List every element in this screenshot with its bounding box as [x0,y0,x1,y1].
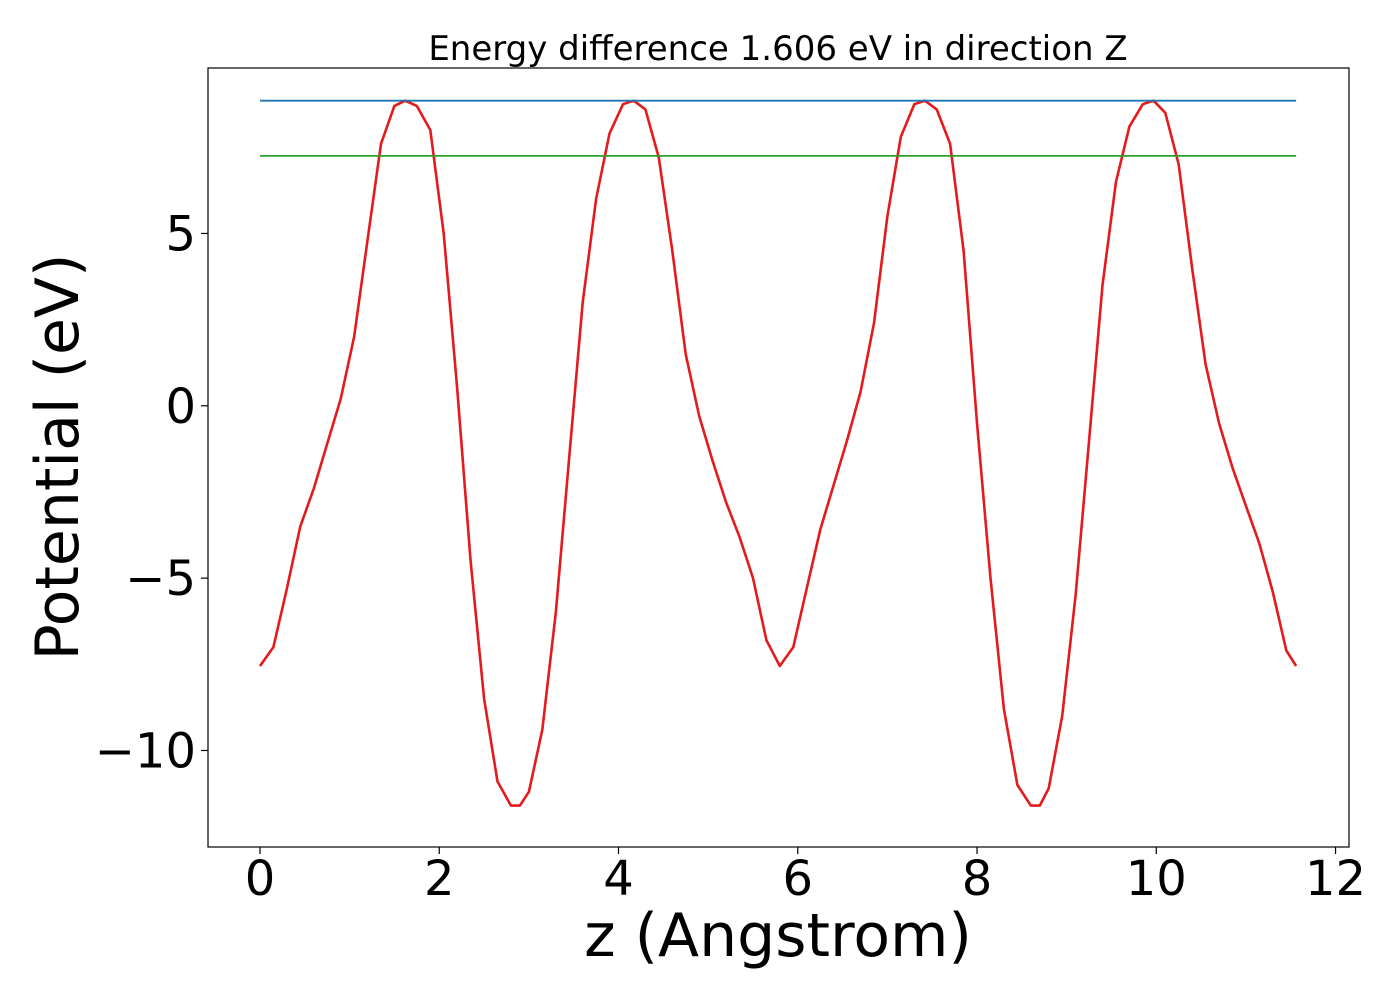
chart-title: Energy difference 1.606 eV in direction … [428,29,1127,69]
y-tick-label: −5 [125,551,196,607]
y-axis-ticks: 5 0 −5 −10 [95,206,208,779]
y-tick-label: 5 [165,206,196,262]
series-layer [258,99,1298,807]
x-axis-ticks: 0 2 4 6 8 10 12 [245,847,1366,907]
x-tick-label: 6 [782,851,813,907]
x-tick-label: 10 [1126,851,1187,907]
x-axis-label: z (Angstrom) [584,901,972,971]
x-tick-label: 12 [1305,851,1366,907]
y-tick-label: 0 [165,379,196,435]
x-tick-label: 4 [603,851,634,907]
y-tick-label: −10 [95,723,196,779]
plot-frame [207,67,1350,848]
x-tick-label: 8 [962,851,993,907]
y-axis-label: Potential (eV) [23,254,93,661]
x-tick-label: 0 [245,851,276,907]
series-line-0 [258,99,1298,807]
x-tick-label: 2 [424,851,455,907]
